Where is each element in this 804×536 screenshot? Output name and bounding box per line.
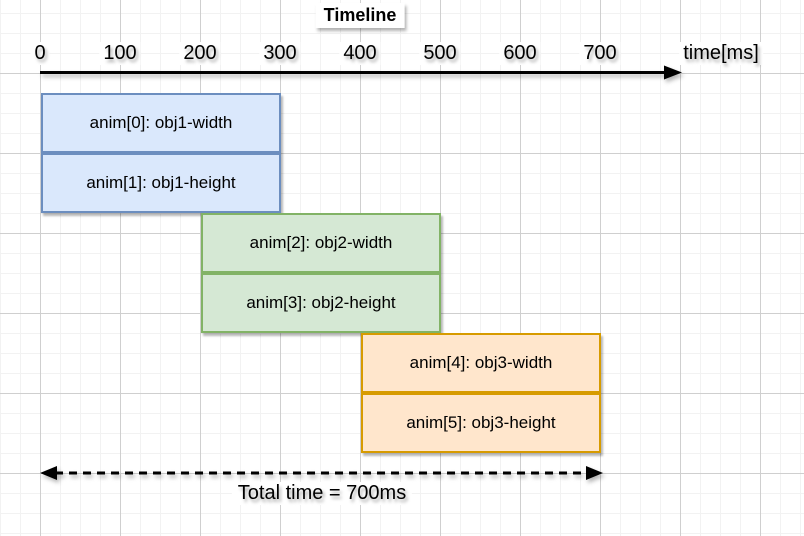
track-anim0: anim[0]: obj1-width: [41, 93, 281, 153]
axis-tick-600: 600: [499, 42, 541, 65]
total-time-label: Total time = 700ms: [231, 482, 413, 505]
axis-tick-300: 300: [259, 42, 301, 65]
axis-tick-500: 500: [419, 42, 461, 65]
track-label: anim[4]: obj3-width: [409, 353, 553, 372]
track-anim2: anim[2]: obj2-width: [201, 213, 441, 273]
total-time-arrow: [40, 466, 603, 480]
track-anim1: anim[1]: obj1-height: [41, 153, 281, 213]
track-anim4: anim[4]: obj3-width: [361, 333, 601, 393]
axis-tick-0: 0: [30, 42, 50, 65]
track-anim5: anim[5]: obj3-height: [361, 393, 601, 453]
right-arrowhead-icon: [586, 466, 603, 480]
track-label: anim[3]: obj2-height: [246, 293, 396, 312]
axis-tick-400: 400: [339, 42, 381, 65]
axis-tick-100: 100: [99, 42, 141, 65]
axis-tick-200: 200: [179, 42, 221, 65]
diagram-title: Timeline: [315, 3, 405, 28]
track-label: anim[0]: obj1-width: [89, 113, 233, 132]
time-axis-arrow: [40, 65, 682, 80]
axis-unit-label: time[ms]: [679, 42, 763, 65]
left-arrowhead-icon: [40, 466, 57, 480]
track-label: anim[1]: obj1-height: [86, 173, 236, 192]
axis-tick-700: 700: [579, 42, 621, 65]
track-label: anim[2]: obj2-width: [249, 233, 393, 252]
track-label: anim[5]: obj3-height: [406, 413, 556, 432]
axis-arrowhead-icon: [664, 65, 682, 80]
track-anim3: anim[3]: obj2-height: [201, 273, 441, 333]
